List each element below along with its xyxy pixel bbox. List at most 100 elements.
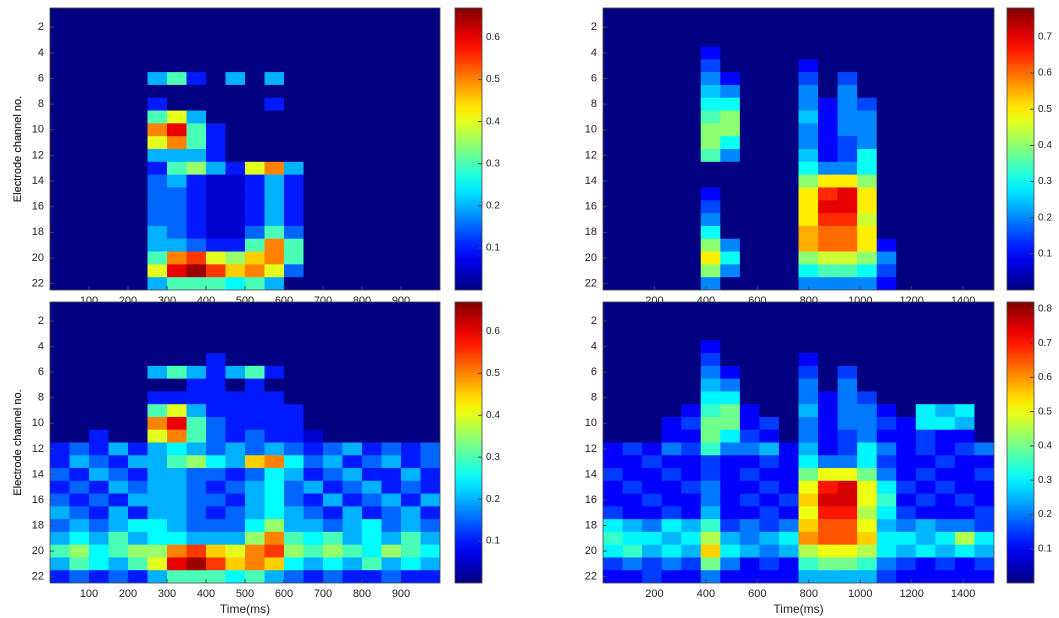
cell	[381, 136, 402, 150]
cell	[837, 314, 858, 328]
cell	[603, 404, 623, 418]
cell	[362, 33, 382, 47]
cell	[681, 404, 702, 418]
cell	[420, 264, 440, 278]
cell	[603, 8, 623, 22]
cell	[362, 200, 382, 214]
cell	[50, 519, 70, 533]
cell	[323, 557, 343, 571]
cell	[89, 72, 109, 86]
cell	[915, 442, 936, 456]
cell	[720, 238, 741, 252]
cell	[837, 277, 858, 290]
cell	[89, 314, 109, 328]
cell	[401, 314, 421, 328]
cell	[974, 238, 994, 252]
cell	[420, 544, 440, 558]
cell	[857, 20, 878, 35]
cell	[661, 84, 682, 99]
cell	[401, 519, 421, 533]
cell	[362, 277, 382, 290]
cell	[759, 391, 780, 405]
cell	[303, 84, 324, 99]
cell	[642, 404, 663, 418]
cell	[342, 493, 363, 507]
cell	[759, 519, 780, 533]
cell	[362, 378, 382, 392]
cell	[50, 59, 70, 73]
cell	[420, 327, 440, 341]
cell	[284, 519, 304, 533]
cell	[108, 200, 129, 214]
cell	[323, 468, 343, 482]
cell	[89, 468, 109, 482]
cell	[603, 302, 623, 316]
cell	[935, 84, 956, 99]
cell	[720, 480, 741, 494]
cell	[206, 97, 226, 111]
cell	[89, 429, 109, 443]
cell	[837, 225, 858, 240]
cell	[303, 264, 324, 278]
cell	[186, 251, 207, 265]
cell	[642, 544, 663, 558]
cell	[935, 213, 956, 227]
cell	[167, 531, 187, 546]
cell	[739, 404, 760, 418]
cell	[661, 544, 682, 558]
cell	[720, 544, 741, 558]
cell	[642, 277, 663, 290]
cell	[108, 493, 129, 507]
cell	[167, 97, 187, 111]
cell	[362, 110, 382, 124]
cell	[661, 506, 682, 520]
cell	[89, 149, 109, 163]
cell	[284, 97, 304, 111]
cell	[935, 442, 956, 456]
cell	[206, 59, 226, 73]
cell	[303, 557, 324, 571]
cell	[778, 20, 799, 35]
cell	[323, 123, 343, 137]
cell	[739, 200, 760, 214]
cell	[381, 404, 402, 418]
cell	[128, 455, 148, 469]
cell	[69, 480, 90, 494]
cell	[401, 340, 421, 354]
cell	[700, 264, 721, 278]
cell	[857, 519, 878, 533]
cell	[759, 200, 780, 214]
cell	[739, 570, 760, 583]
cell	[362, 570, 382, 583]
cell	[642, 416, 663, 431]
cell	[225, 468, 246, 482]
cell	[167, 506, 187, 520]
cell	[954, 391, 975, 405]
cell	[401, 480, 421, 494]
cell	[420, 493, 440, 507]
cell	[401, 506, 421, 520]
cell	[264, 20, 285, 35]
cell	[837, 442, 858, 456]
cell	[245, 213, 265, 227]
cell	[974, 97, 994, 111]
cell	[935, 110, 956, 124]
y-tick-label: 12	[585, 443, 597, 455]
cell	[89, 557, 109, 571]
cell	[642, 72, 663, 86]
cell	[264, 84, 285, 99]
cell	[661, 225, 682, 240]
colorbar-tick-label: 0.8	[1038, 303, 1052, 314]
cell	[108, 353, 129, 367]
cell	[147, 455, 168, 469]
cell	[225, 33, 246, 47]
cell	[759, 365, 780, 380]
cell	[896, 302, 917, 316]
cell	[381, 200, 402, 214]
cell	[342, 340, 363, 354]
cell	[739, 84, 760, 99]
cell	[700, 404, 721, 418]
cell	[303, 302, 324, 316]
cell	[700, 468, 721, 482]
cell	[147, 20, 168, 35]
